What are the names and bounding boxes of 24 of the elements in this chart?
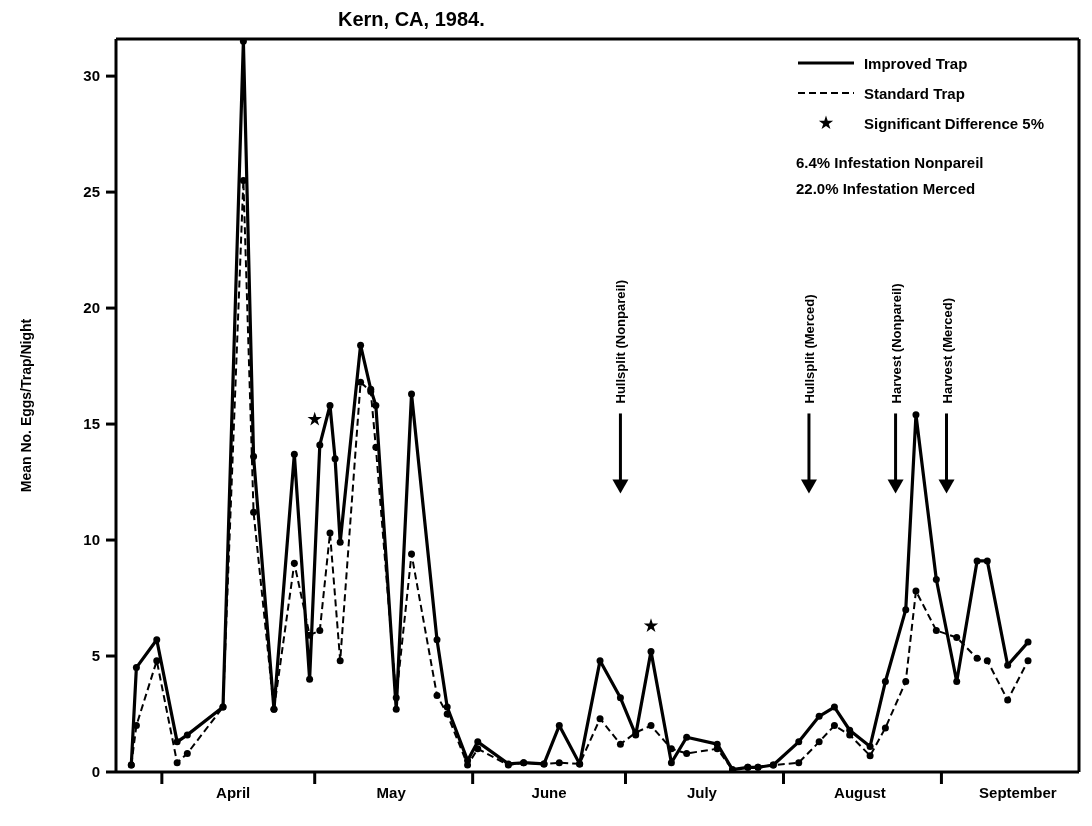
x-tick-label: August	[834, 784, 886, 801]
ref-line-label: Hullsplit (Merced)	[801, 294, 817, 404]
y-tick-label: 25	[83, 183, 100, 201]
y-axis-title: Mean No. Eggs/Trap/Night	[17, 318, 34, 493]
ref-line-label: Harvest (Merced)	[939, 297, 955, 404]
x-tick-label: April	[216, 784, 251, 801]
x-tick-label: September	[979, 784, 1057, 801]
ref-line-label: Harvest (Nonpareil)	[888, 283, 904, 404]
chart-title: Kern, CA, 1984.	[338, 8, 485, 31]
annotation: 6.4% Infestation Nonpareil	[795, 154, 985, 173]
y-tick-label: 10	[83, 531, 100, 549]
y-tick-label: 15	[83, 415, 100, 433]
legend-label: Significant Difference 5%	[863, 114, 1044, 132]
legend-label: Improved Trap	[863, 54, 968, 72]
legend-label: Standard Trap	[863, 84, 965, 102]
x-tick-label: June	[531, 784, 567, 801]
y-tick-label: 0	[91, 763, 100, 780]
x-tick-label: May	[376, 784, 407, 801]
annotation: 22.0% Infestation Merced	[795, 180, 977, 199]
x-tick-label: July	[686, 784, 718, 801]
y-tick-label: 30	[83, 67, 100, 85]
y-tick-label: 20	[83, 299, 100, 317]
ref-line-label: Hullsplit (Nonpareil)	[613, 279, 629, 404]
y-tick-label: 5	[91, 647, 100, 665]
